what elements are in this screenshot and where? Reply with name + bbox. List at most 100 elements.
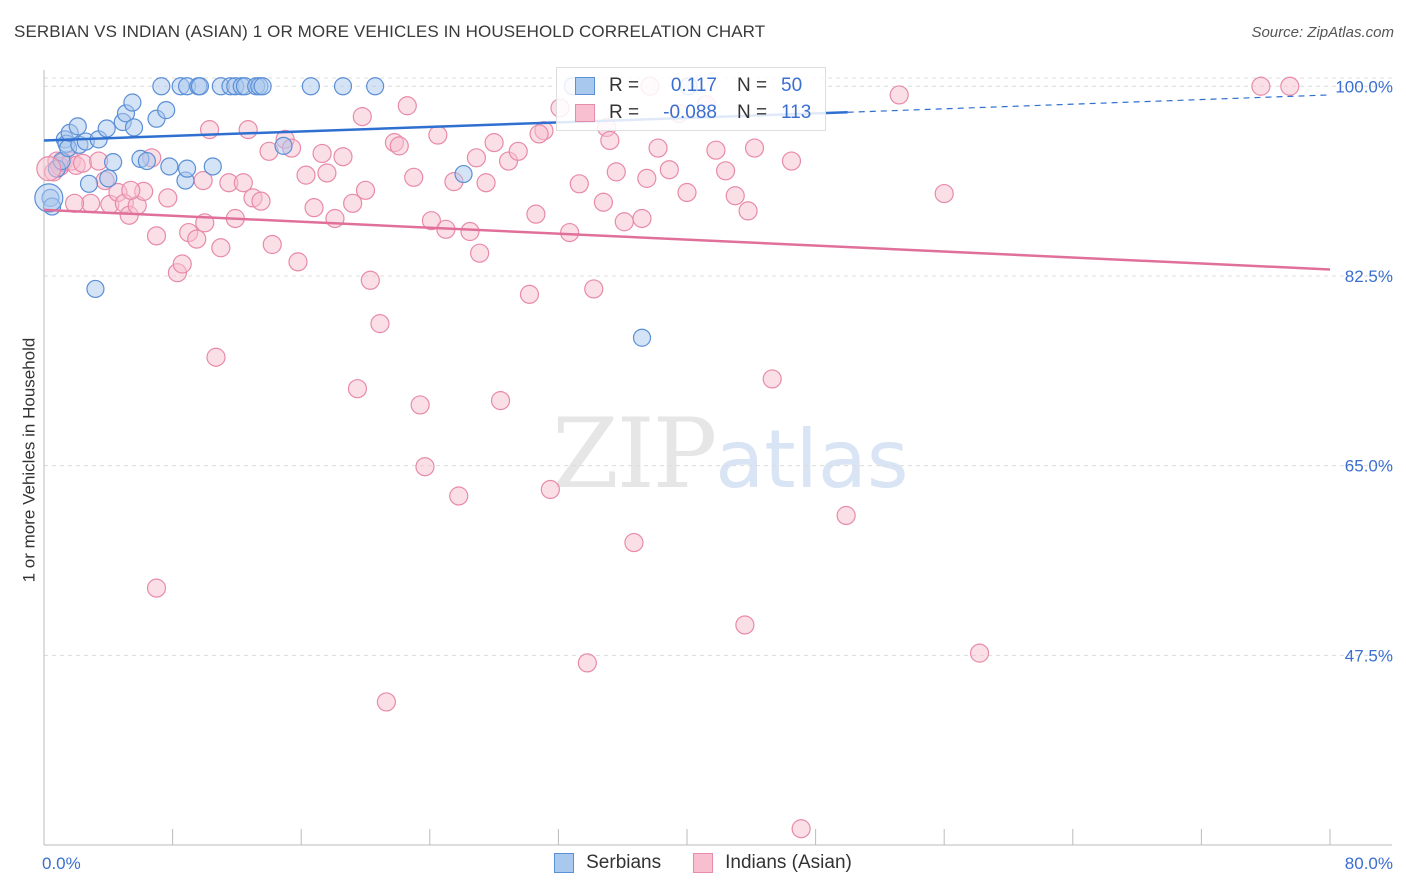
indian-point: [484, 133, 504, 153]
indian-point: [762, 369, 782, 389]
source-label: Source: ZipAtlas.com: [1251, 24, 1394, 41]
indian-point: [624, 532, 644, 553]
legend-n-label: N =: [737, 75, 768, 96]
y-tick-label: 100.0%: [1335, 77, 1393, 96]
legend-swatch-indians: [575, 104, 595, 122]
indian-point: [677, 182, 697, 203]
indian-point: [206, 347, 226, 367]
indian-point: [64, 193, 85, 213]
legend-row-serbians: R = 0.117 N = 50: [575, 74, 802, 98]
legend-swatch-serbians: [575, 77, 595, 95]
indian-point: [934, 183, 954, 204]
indian-point: [791, 819, 811, 839]
indian-point: [172, 254, 192, 274]
indian-point: [466, 148, 487, 168]
legend-r-label: R =: [609, 75, 640, 96]
indian-point: [1280, 76, 1300, 96]
indian-point: [233, 173, 253, 193]
serbian-point: [301, 77, 320, 96]
y-tick-label: 65.0%: [1345, 457, 1393, 476]
serbian-point: [104, 153, 123, 172]
legend-n-value-indians: 113: [781, 102, 812, 123]
series-legend: Serbians Indians (Asian): [0, 852, 1406, 874]
serbian-point: [137, 151, 156, 171]
indian-point: [121, 180, 141, 200]
indian-point: [333, 147, 353, 167]
indian-point: [404, 167, 424, 187]
indian-point: [460, 221, 480, 242]
indian-point: [355, 180, 376, 200]
indian-point: [584, 279, 604, 299]
serbian-point: [253, 77, 272, 96]
indian-point: [836, 505, 856, 526]
legend-r-value-indians: -0.088: [663, 102, 717, 123]
indian-point: [72, 153, 93, 173]
serbian-point: [274, 136, 293, 155]
indian-point: [360, 270, 380, 290]
serbian-point: [99, 169, 118, 188]
serbian-point: [97, 119, 116, 138]
series-swatch-serbians: [554, 853, 575, 873]
indian-point: [304, 198, 324, 218]
indian-point: [428, 125, 448, 145]
indian-point: [508, 141, 528, 161]
series-legend-serbians[interactable]: Serbians: [554, 852, 661, 874]
serbian-point: [68, 117, 87, 136]
indian-point: [415, 457, 435, 477]
series-legend-indians[interactable]: Indians (Asian): [693, 852, 852, 874]
indian-point: [1251, 76, 1271, 96]
indian-point: [347, 379, 368, 399]
legend-n-value-serbians: 50: [781, 75, 803, 96]
indian-point: [449, 486, 469, 506]
serbian-point: [152, 77, 171, 96]
indian-point: [238, 120, 258, 140]
serbian-point: [157, 101, 176, 120]
indian-point: [889, 85, 909, 105]
y-tick-label: 47.5%: [1345, 646, 1393, 665]
indian-point: [262, 234, 282, 255]
indian-point: [706, 140, 726, 160]
indian-point: [593, 192, 614, 212]
series-label-serbians: Serbians: [586, 852, 662, 873]
indian-point: [312, 143, 332, 164]
indian-point: [251, 191, 271, 211]
serbian-point: [160, 157, 179, 176]
legend-r-value-serbians: 0.117: [670, 75, 717, 96]
serbian-point: [333, 77, 353, 96]
indian-point: [637, 168, 657, 188]
serbian-point: [177, 159, 197, 178]
indian-point: [476, 173, 496, 193]
indian-point: [969, 643, 990, 663]
indian-point: [146, 578, 167, 598]
indian-point: [725, 186, 745, 206]
correlation-legend: R = 0.117 N = 50 R = -0.088 N = 113: [556, 67, 826, 131]
indian-point: [560, 222, 580, 243]
indian-point: [490, 390, 511, 411]
indian-point: [352, 107, 372, 127]
series-swatch-indians: [693, 853, 714, 873]
zipatlas-watermark: ZIPatlas: [552, 398, 909, 510]
indian-point: [389, 136, 409, 156]
indian-point: [470, 243, 490, 263]
indian-point: [158, 188, 178, 208]
indian-point: [715, 161, 736, 181]
series-label-indians: Indians (Asian): [725, 852, 852, 873]
indian-point: [735, 615, 755, 635]
indian-point: [529, 124, 549, 144]
serbian-point: [203, 157, 222, 176]
indian-point: [744, 138, 765, 158]
chart-title: SERBIAN VS INDIAN (ASIAN) 1 OR MORE VEHI…: [14, 22, 766, 41]
indian-point: [577, 653, 597, 673]
indian-point: [632, 208, 652, 229]
indian-point: [376, 692, 396, 712]
indian-point: [343, 193, 363, 213]
legend-n-label: N =: [737, 102, 768, 123]
serbian-point: [454, 164, 473, 184]
indian-point: [421, 211, 442, 231]
indian-point: [146, 226, 167, 246]
serbian-point: [123, 93, 142, 112]
indian-point-large: [36, 156, 62, 182]
serbian-point: [79, 174, 99, 193]
